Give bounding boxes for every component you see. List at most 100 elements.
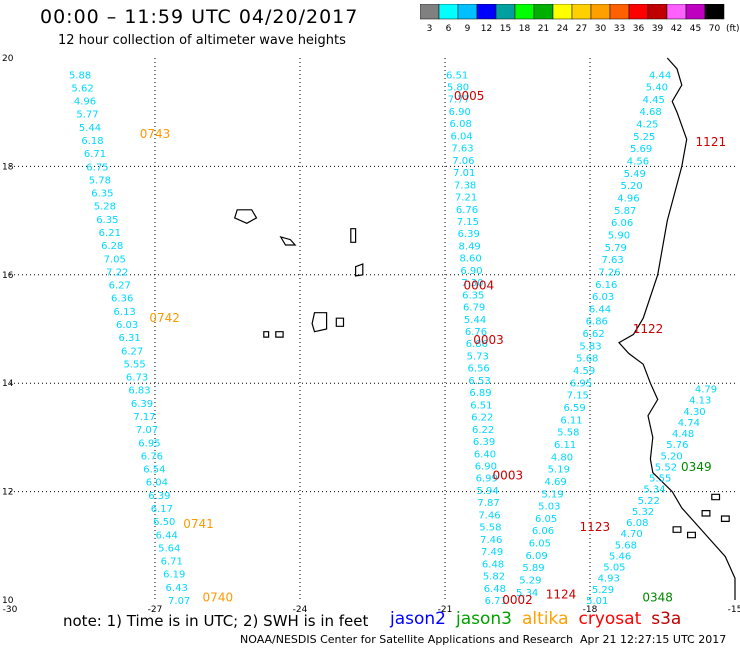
wave-height-label: 4.96	[74, 97, 96, 108]
pass-time-label: 0002	[502, 593, 533, 607]
wave-height-label: 6.04	[146, 478, 168, 489]
wave-height-label: 6.76	[465, 327, 487, 338]
wave-height-label: 8.49	[459, 241, 481, 252]
wave-height-label: 6.39	[473, 437, 495, 448]
pass-time-label: 0349	[681, 460, 712, 474]
timestamp: Apr 21 12:27:15 UTC 2017	[580, 633, 727, 646]
colorbar-label: 24	[557, 24, 569, 34]
wave-height-label: 6.43	[166, 583, 188, 594]
axis-tick-labels: -30 -27 -24 -21 -18 -15 10 12 14 16 18 20	[2, 54, 740, 615]
colorbar-label: 45	[690, 24, 701, 34]
wave-height-label: 6.31	[118, 333, 140, 344]
coastline-segment	[618, 57, 736, 600]
lon-tick-label: -18	[583, 605, 598, 615]
colorbar-label: 18	[519, 24, 531, 34]
colorbar-label: 42	[671, 24, 682, 34]
wave-height-label: 6.75	[86, 162, 108, 173]
wave-height-label: 7.06	[452, 156, 474, 167]
wave-height-label: 6.90	[460, 266, 482, 277]
wave-height-label: 4.74	[678, 418, 700, 429]
wave-height-label: 5.77	[76, 110, 98, 121]
wave-height-label: 5.52	[655, 462, 677, 473]
wave-height-label: 5.76	[666, 440, 688, 451]
wave-height-label: 6.56	[468, 364, 490, 375]
wave-height-label: 8.60	[459, 254, 481, 265]
wave-height-label: 4.80	[551, 452, 573, 463]
wave-height-label: 4.48	[672, 429, 694, 440]
colorbar-label: 6	[446, 24, 452, 34]
colorbar-swatch	[704, 4, 725, 20]
coastline-segment	[335, 317, 345, 327]
coastline	[233, 57, 736, 600]
lat-tick-label: 12	[2, 488, 13, 498]
wave-height-label: 4.69	[545, 477, 567, 488]
pass-time-label: 0003	[473, 333, 504, 347]
satellite-legend: jason2 jason3 altika cryosat s3a	[390, 609, 691, 629]
wave-height-label: 6.05	[529, 539, 551, 550]
colorbar-label: 70	[709, 24, 721, 34]
wave-height-label: 6.59	[564, 403, 586, 414]
pass-time-label: 1121	[696, 135, 727, 149]
coastline-segment	[279, 235, 297, 246]
wave-height-label: 6.83	[128, 386, 150, 397]
wave-height-label: 6.36	[111, 294, 133, 305]
wave-height-label: 6.11	[560, 415, 582, 426]
wave-height-label: 5.58	[479, 523, 501, 534]
coastline-segment	[275, 331, 284, 338]
lat-tick-label: 20	[2, 54, 14, 64]
wave-height-label: 6.51	[446, 70, 468, 81]
wave-height-label: 4.68	[639, 107, 661, 118]
wave-height-label: 6.48	[484, 584, 506, 595]
wave-height-label: 4.79	[695, 385, 717, 396]
wave-height-label: 7.15	[457, 217, 479, 228]
wave-height-label: 7.77	[448, 95, 470, 106]
pass-time-label: 0743	[140, 127, 171, 141]
pass-time-label: 1122	[633, 322, 664, 336]
wave-height-label: 4.93	[598, 574, 620, 585]
wave-height-label: 5.19	[548, 465, 570, 476]
wave-height-label: 4.96	[617, 194, 639, 205]
wave-height-label: 6.40	[474, 449, 496, 460]
wave-height-label: 5.94	[477, 486, 499, 497]
wave-height-label: 6.35	[91, 189, 113, 200]
wave-height-label: 7.26	[598, 267, 620, 278]
lat-tick-label: 18	[2, 162, 14, 172]
colorbar-unit: (ft)	[726, 24, 740, 34]
wave-height-label: 6.06	[532, 526, 554, 537]
wave-height-label: 6.50	[153, 517, 175, 528]
lat-tick-label: 14	[2, 379, 14, 389]
wave-height-label: 5.03	[538, 502, 560, 513]
wave-height-label: 5.44	[79, 123, 101, 134]
chart-title: 00:00 – 11:59 UTC 04/20/2017	[40, 6, 359, 28]
coastline-segment	[720, 515, 730, 522]
lon-tick-label: -15	[728, 605, 740, 615]
altimeter-tracks: 5.88 5.62 4.96 5.77 5.44 6.18 6.71 6.75 5.78 6.35…	[69, 70, 717, 607]
coastline-segment	[711, 493, 721, 501]
wave-height-label: 6.39	[458, 229, 480, 240]
pass-time-label: 0742	[149, 311, 180, 325]
wave-height-label: 5.62	[71, 83, 93, 94]
wave-height-label: 5.34	[643, 485, 665, 496]
wave-height-label: 4.13	[689, 396, 711, 407]
wave-height-label: 6.39	[131, 399, 153, 410]
wave-height-label: 6.48	[482, 559, 504, 570]
wave-height-label: 6.27	[121, 346, 143, 357]
wave-height-label: 6.05	[535, 514, 557, 525]
wave-height-label: 7.63	[451, 144, 473, 155]
wave-height-label: 7.21	[455, 193, 477, 204]
coastline-segment	[672, 526, 682, 533]
wave-height-label: 4.56	[627, 157, 649, 168]
wave-height-label: 6.17	[151, 504, 173, 515]
wave-height-label: 5.55	[649, 474, 671, 485]
legend-altika: altika	[522, 609, 569, 629]
wave-height-label: 6.76	[141, 451, 163, 462]
pass-time-label: 0740	[203, 590, 234, 604]
colorbar-label: 39	[652, 24, 664, 34]
wave-height-label: 6.62	[582, 329, 604, 340]
colorbar-label: 12	[481, 24, 492, 34]
lat-tick-label: 10	[2, 596, 14, 606]
wave-height-label: 6.76	[456, 205, 478, 216]
wave-height-label: 7.22	[106, 267, 128, 278]
wave-height-label: 6.18	[81, 136, 103, 147]
